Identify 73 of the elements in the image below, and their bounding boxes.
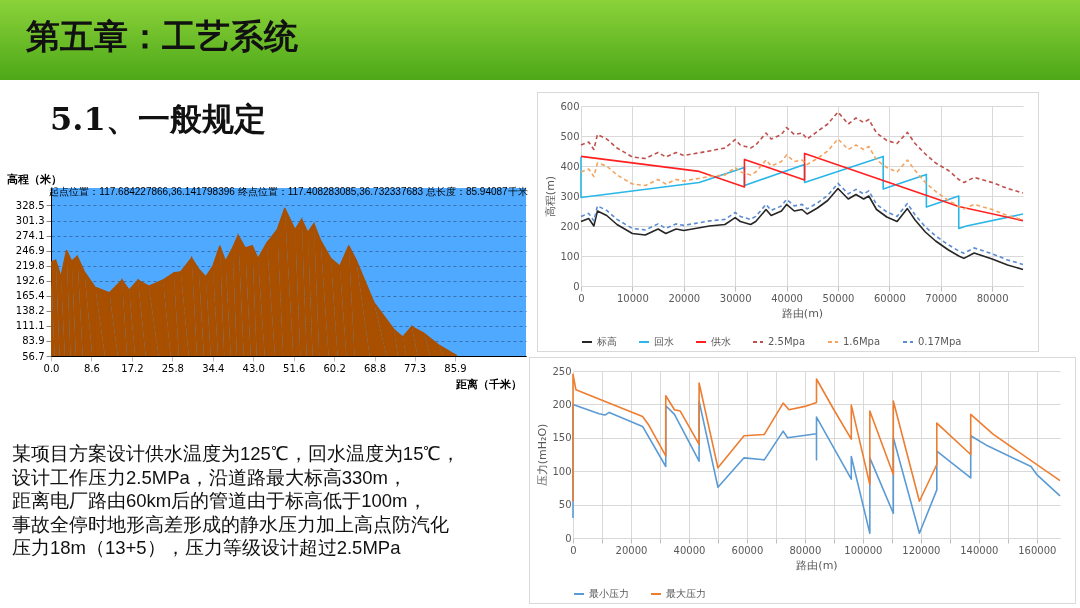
x-tick-label: 10000: [616, 292, 649, 304]
y-tick-label: 192.6: [15, 275, 45, 287]
y-tick-label: 219.8: [15, 260, 45, 272]
x-tick-label: 60.2: [323, 362, 346, 374]
y-tick-label: 0: [565, 532, 572, 544]
x-tick-label: 50000: [822, 292, 855, 304]
text: 第五章：工艺系统: [26, 15, 298, 58]
x-tick-label: 60000: [873, 292, 906, 304]
y-tick-label: 100: [552, 465, 572, 477]
y-tick-label: 165.4: [15, 290, 45, 302]
x-tick-label: 70000: [925, 292, 958, 304]
legend-label: 1.6Mpa: [843, 336, 881, 347]
y-tick-label: 246.9: [15, 245, 45, 257]
y-axis-title: 压力(mH₂O): [536, 423, 550, 487]
legend-label: 标高: [596, 336, 617, 347]
x-tick-label: 30000: [719, 292, 752, 304]
legend-label: 0.17Mpa: [918, 336, 962, 347]
x-tick-label: 25.8: [161, 362, 184, 374]
y-tick-label: 138.2: [15, 305, 45, 317]
y-tick-label: 301.3: [15, 215, 45, 227]
x-tick-label: 120000: [902, 544, 941, 556]
legend-label: 最大压力: [666, 588, 706, 599]
line-series: [580, 111, 1024, 194]
y-tick-label: 200: [560, 220, 580, 232]
x-tick-label: 43.0: [242, 362, 265, 374]
x-tick-label: 0.0: [43, 362, 60, 374]
x-tick-label: 100000: [844, 544, 883, 556]
x-tick-label: 20000: [668, 292, 701, 304]
x-tick-label: 40000: [673, 544, 706, 556]
x-tick-label: 77.3: [403, 362, 427, 374]
y-tick-label: 50: [558, 499, 572, 511]
y-tick-label: 600: [560, 100, 580, 112]
y-tick-label: 500: [560, 130, 580, 142]
x-tick-label: 40000: [771, 292, 803, 304]
x-tick-label: 140000: [960, 544, 999, 556]
x-tick-label: 51.6: [283, 362, 306, 374]
x-tick-label: 34.4: [202, 362, 225, 374]
x-tick-label: 8.6: [83, 362, 100, 374]
y-tick-label: 150: [552, 432, 572, 444]
y-tick-label: 111.1: [15, 320, 45, 332]
y-tick-label: 83.9: [22, 335, 45, 347]
y-tick-label: 56.7: [22, 350, 45, 362]
legend-label: 供水: [711, 336, 731, 347]
x-tick-label: 160000: [1018, 544, 1057, 556]
legend-label: 回水: [654, 336, 674, 347]
text: 压力18m（13+5），压力等级设计超过2.5MPa: [12, 537, 401, 558]
x-tick-label: 85.9: [444, 362, 467, 374]
text: 设计工作压力2.5MPa，沿道路最大标高330m，: [12, 466, 408, 488]
y-axis-title: 高程（米）: [6, 172, 62, 186]
text: 距离电厂路由60km后的管道由于标高低于100m，: [12, 490, 427, 511]
text: 某项目方案设计供水温度为125℃，回水温度为15℃，: [12, 443, 461, 464]
y-tick-label: 300: [560, 190, 580, 202]
text: 事故全停时地形高差形成的静水压力加上高点防汽化: [12, 513, 449, 535]
y-tick-label: 0: [573, 280, 580, 292]
x-axis-title: 路由(m): [781, 306, 824, 320]
y-tick-label: 274.1: [15, 230, 45, 242]
y-tick-label: 250: [552, 365, 572, 377]
x-tick-label: 60000: [731, 544, 764, 556]
x-tick-label: 80000: [789, 544, 822, 556]
x-tick-label: 68.8: [363, 362, 387, 374]
x-axis-title: 距离（千米）: [454, 377, 522, 391]
x-tick-label: 20000: [615, 544, 648, 556]
y-tick-label: 200: [552, 398, 572, 410]
y-tick-label: 400: [560, 160, 580, 172]
legend-label: 2.5Mpa: [768, 336, 806, 347]
legend-label: 最小压力: [589, 588, 629, 599]
text: 5.1、一般规定: [50, 99, 266, 140]
x-axis-title: 路由(m): [796, 558, 838, 572]
y-tick-label: 100: [560, 250, 580, 262]
y-tick-label: 328.5: [15, 199, 45, 211]
x-tick-label: 17.2: [121, 362, 144, 374]
y-axis-title: 高程(m): [544, 175, 558, 218]
x-tick-label: 80000: [976, 292, 1009, 304]
